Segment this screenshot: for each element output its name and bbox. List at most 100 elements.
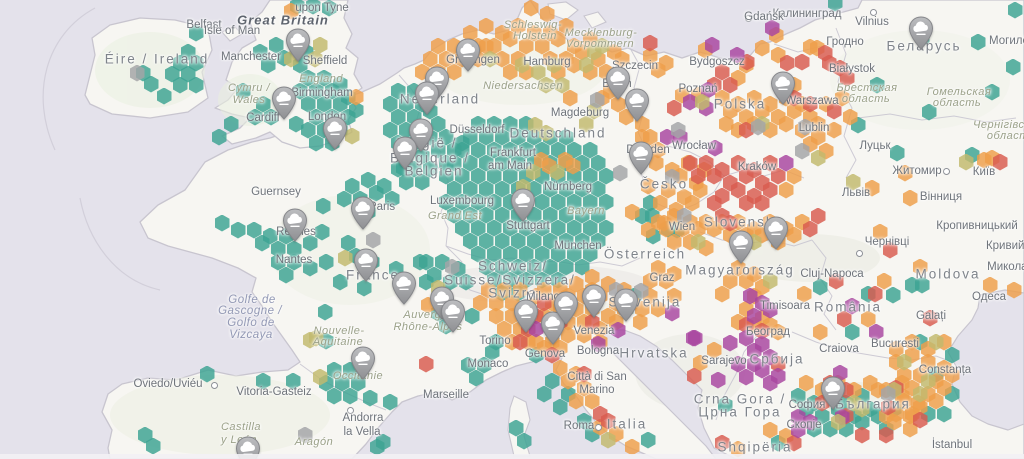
hex-cell[interactable] bbox=[584, 392, 600, 410]
sensor-cluster-pin[interactable] bbox=[350, 196, 376, 230]
hex-cell[interactable] bbox=[542, 206, 558, 224]
hex-cell[interactable] bbox=[764, 19, 780, 37]
hex-cell[interactable] bbox=[278, 266, 294, 284]
hex-cell[interactable] bbox=[640, 177, 656, 195]
hex-cell[interactable] bbox=[538, 76, 554, 94]
sensor-cluster-pin[interactable] bbox=[440, 299, 466, 333]
hex-cell[interactable] bbox=[802, 38, 818, 56]
hex-cell[interactable] bbox=[518, 37, 534, 55]
hex-cell[interactable] bbox=[478, 258, 494, 276]
hex-cell[interactable] bbox=[486, 193, 502, 211]
hex-cell[interactable] bbox=[786, 434, 802, 452]
hex-cell[interactable] bbox=[486, 37, 502, 55]
hex-cell[interactable] bbox=[317, 303, 333, 321]
hex-cell[interactable] bbox=[738, 121, 754, 139]
hex-cell[interactable] bbox=[844, 297, 860, 315]
hex-cell[interactable] bbox=[920, 353, 936, 371]
hex-cell[interactable] bbox=[494, 232, 510, 250]
hex-cell[interactable] bbox=[554, 76, 570, 94]
hex-cell[interactable] bbox=[534, 193, 550, 211]
hex-cell[interactable] bbox=[790, 421, 806, 439]
hex-cell[interactable] bbox=[260, 56, 276, 74]
hex-cell[interactable] bbox=[534, 245, 550, 263]
hex-cell[interactable] bbox=[478, 17, 494, 35]
hex-cell[interactable] bbox=[558, 258, 574, 276]
hex-cell[interactable] bbox=[502, 219, 518, 237]
hex-cell[interactable] bbox=[422, 160, 438, 178]
hex-cell[interactable] bbox=[574, 180, 590, 198]
hex-cell[interactable] bbox=[762, 348, 778, 366]
hex-cell[interactable] bbox=[199, 365, 215, 383]
hex-cell[interactable] bbox=[530, 63, 546, 81]
hex-cell[interactable] bbox=[826, 102, 842, 120]
hex-cell[interactable] bbox=[574, 258, 590, 276]
hex-cell[interactable] bbox=[362, 389, 378, 407]
hex-cell[interactable] bbox=[762, 272, 778, 290]
hex-cell[interactable] bbox=[188, 54, 204, 72]
hex-cell[interactable] bbox=[600, 431, 616, 449]
hex-cell[interactable] bbox=[642, 47, 658, 65]
sensor-cluster-pin[interactable] bbox=[391, 271, 417, 305]
hex-cell[interactable] bbox=[880, 398, 896, 416]
hex-cell[interactable] bbox=[590, 154, 606, 172]
hex-cell[interactable] bbox=[172, 76, 188, 94]
hex-cell[interactable] bbox=[285, 372, 301, 390]
hex-cell[interactable] bbox=[944, 366, 960, 384]
hex-cell[interactable] bbox=[624, 203, 640, 221]
hex-cell[interactable] bbox=[762, 154, 778, 172]
hex-cell[interactable] bbox=[1007, 1, 1023, 19]
hex-cell[interactable] bbox=[845, 173, 861, 191]
hex-cell[interactable] bbox=[574, 232, 590, 250]
hex-cell[interactable] bbox=[730, 440, 746, 458]
hex-cell[interactable] bbox=[896, 392, 912, 410]
hex-cell[interactable] bbox=[812, 278, 828, 296]
hex-cell[interactable] bbox=[854, 413, 870, 431]
hex-cell[interactable] bbox=[582, 193, 598, 211]
hex-cell[interactable] bbox=[188, 76, 204, 94]
hex-cell[interactable] bbox=[302, 234, 318, 252]
hex-cell[interactable] bbox=[143, 75, 159, 93]
hex-cell[interactable] bbox=[312, 36, 328, 54]
hex-cell[interactable] bbox=[640, 431, 656, 449]
sensor-cluster-pin[interactable] bbox=[455, 38, 481, 72]
hex-cell[interactable] bbox=[912, 258, 928, 276]
hex-cell[interactable] bbox=[235, 82, 251, 100]
hex-cell[interactable] bbox=[714, 89, 730, 107]
sensor-cluster-pin[interactable] bbox=[908, 16, 934, 50]
hex-cell[interactable] bbox=[558, 128, 574, 146]
hex-cell[interactable] bbox=[826, 121, 842, 139]
hex-cell[interactable] bbox=[920, 372, 936, 390]
hex-cell[interactable] bbox=[742, 287, 758, 305]
sensor-cluster-pin[interactable] bbox=[553, 291, 579, 325]
hex-cell[interactable] bbox=[786, 102, 802, 120]
hex-cell[interactable] bbox=[770, 323, 786, 341]
hex-cell[interactable] bbox=[770, 367, 786, 385]
hex-cell[interactable] bbox=[794, 53, 810, 71]
hex-cell[interactable] bbox=[610, 95, 626, 113]
hex-cell[interactable] bbox=[936, 379, 952, 397]
hex-cell[interactable] bbox=[928, 392, 944, 410]
hex-cell[interactable] bbox=[666, 287, 682, 305]
hex-cell[interactable] bbox=[502, 141, 518, 159]
hex-cell[interactable] bbox=[810, 115, 826, 133]
hex-cell[interactable] bbox=[558, 180, 574, 198]
hex-cell[interactable] bbox=[462, 206, 478, 224]
hex-cell[interactable] bbox=[590, 206, 606, 224]
hex-cell[interactable] bbox=[145, 437, 161, 455]
hex-cell[interactable] bbox=[722, 334, 738, 352]
hex-cell[interactable] bbox=[796, 285, 812, 303]
hex-cell[interactable] bbox=[508, 419, 524, 437]
hex-cell[interactable] bbox=[722, 272, 738, 290]
hex-cell[interactable] bbox=[337, 249, 353, 267]
hex-cell[interactable] bbox=[270, 253, 286, 271]
hex-cell[interactable] bbox=[674, 220, 690, 238]
hex-cell[interactable] bbox=[738, 272, 754, 290]
hex-cell[interactable] bbox=[526, 24, 542, 42]
hex-cell[interactable] bbox=[582, 219, 598, 237]
hex-cell[interactable] bbox=[472, 294, 488, 312]
hex-cell[interactable] bbox=[550, 193, 566, 211]
hex-cell[interactable] bbox=[307, 50, 323, 68]
hex-cell[interactable] bbox=[368, 184, 384, 202]
hex-cell[interactable] bbox=[462, 24, 478, 42]
